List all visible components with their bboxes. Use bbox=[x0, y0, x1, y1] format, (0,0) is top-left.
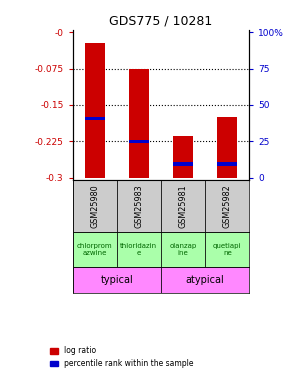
Bar bbox=[129, 69, 149, 178]
FancyBboxPatch shape bbox=[117, 232, 161, 267]
Bar bbox=[173, 162, 193, 166]
FancyBboxPatch shape bbox=[117, 180, 161, 232]
FancyBboxPatch shape bbox=[161, 180, 205, 232]
Bar bbox=[217, 117, 237, 178]
FancyBboxPatch shape bbox=[205, 232, 249, 267]
Text: GSM25981: GSM25981 bbox=[179, 184, 188, 228]
FancyBboxPatch shape bbox=[161, 232, 205, 267]
Text: atypical: atypical bbox=[186, 274, 224, 285]
Text: GSM25983: GSM25983 bbox=[134, 184, 143, 228]
Bar bbox=[85, 117, 105, 120]
Text: GSM25982: GSM25982 bbox=[223, 184, 232, 228]
FancyBboxPatch shape bbox=[205, 180, 249, 232]
Bar bbox=[129, 140, 149, 143]
FancyBboxPatch shape bbox=[72, 232, 117, 267]
Bar bbox=[217, 162, 237, 166]
Text: olanzap
ine: olanzap ine bbox=[169, 243, 197, 256]
Title: GDS775 / 10281: GDS775 / 10281 bbox=[109, 15, 213, 27]
Text: typical: typical bbox=[100, 274, 133, 285]
Text: thioridazin
e: thioridazin e bbox=[120, 243, 157, 256]
Bar bbox=[85, 43, 105, 178]
FancyBboxPatch shape bbox=[72, 180, 117, 232]
Legend: log ratio, percentile rank within the sample: log ratio, percentile rank within the sa… bbox=[47, 343, 197, 371]
Text: quetiapi
ne: quetiapi ne bbox=[213, 243, 242, 256]
Bar bbox=[173, 136, 193, 178]
Text: chlorprom
azwine: chlorprom azwine bbox=[77, 243, 113, 256]
Text: GSM25980: GSM25980 bbox=[90, 184, 99, 228]
FancyBboxPatch shape bbox=[161, 267, 249, 292]
FancyBboxPatch shape bbox=[72, 267, 161, 292]
